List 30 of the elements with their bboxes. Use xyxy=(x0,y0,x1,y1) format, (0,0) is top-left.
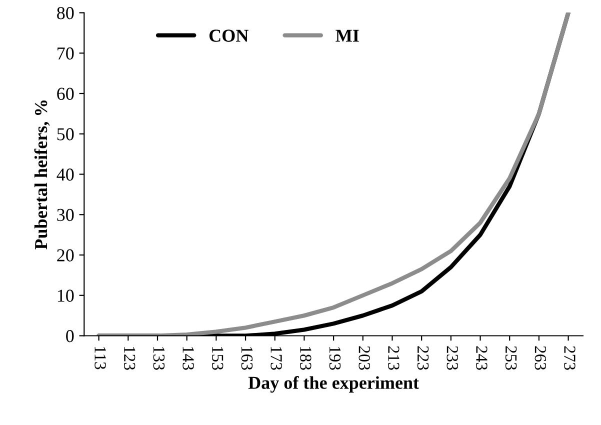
x-tick-label: 243 xyxy=(476,346,488,370)
x-tick-label: 223 xyxy=(417,346,429,370)
x-tick-label: 143 xyxy=(182,346,194,370)
x-tick-label: 133 xyxy=(153,346,165,370)
legend-label: MI xyxy=(336,30,359,42)
y-axis-title: Pubertal heifers, % xyxy=(34,100,50,250)
y-tick-label: 0 xyxy=(66,330,74,342)
y-tick-label: 80 xyxy=(57,7,74,20)
y-tick-label: 50 xyxy=(57,128,74,140)
x-tick-label: 153 xyxy=(212,346,224,370)
x-tick-label: 113 xyxy=(94,346,106,370)
x-tick-label: 263 xyxy=(534,346,546,370)
y-tick-label: 20 xyxy=(57,249,74,262)
x-tick-label: 253 xyxy=(505,346,517,370)
x-tick-label: 173 xyxy=(270,346,282,370)
x-tick-label: 203 xyxy=(358,346,370,370)
x-tick-label: 273 xyxy=(564,346,576,370)
x-tick-label: 193 xyxy=(329,346,341,370)
x-tick-label: 213 xyxy=(388,346,400,370)
x-tick-label: 123 xyxy=(124,346,136,370)
y-tick-label: 10 xyxy=(58,290,74,302)
x-tick-label: 183 xyxy=(300,346,312,370)
y-tick-label: 40 xyxy=(56,168,74,181)
y-tick-label: 70 xyxy=(58,47,74,60)
x-tick-label: 163 xyxy=(241,346,253,370)
y-tick-label: 30 xyxy=(57,208,74,222)
x-tick-label: 233 xyxy=(446,346,458,370)
legend-label: CON xyxy=(209,30,248,42)
x-axis-title: Day of the experiment xyxy=(248,376,419,393)
y-tick-label: 60 xyxy=(57,88,74,100)
